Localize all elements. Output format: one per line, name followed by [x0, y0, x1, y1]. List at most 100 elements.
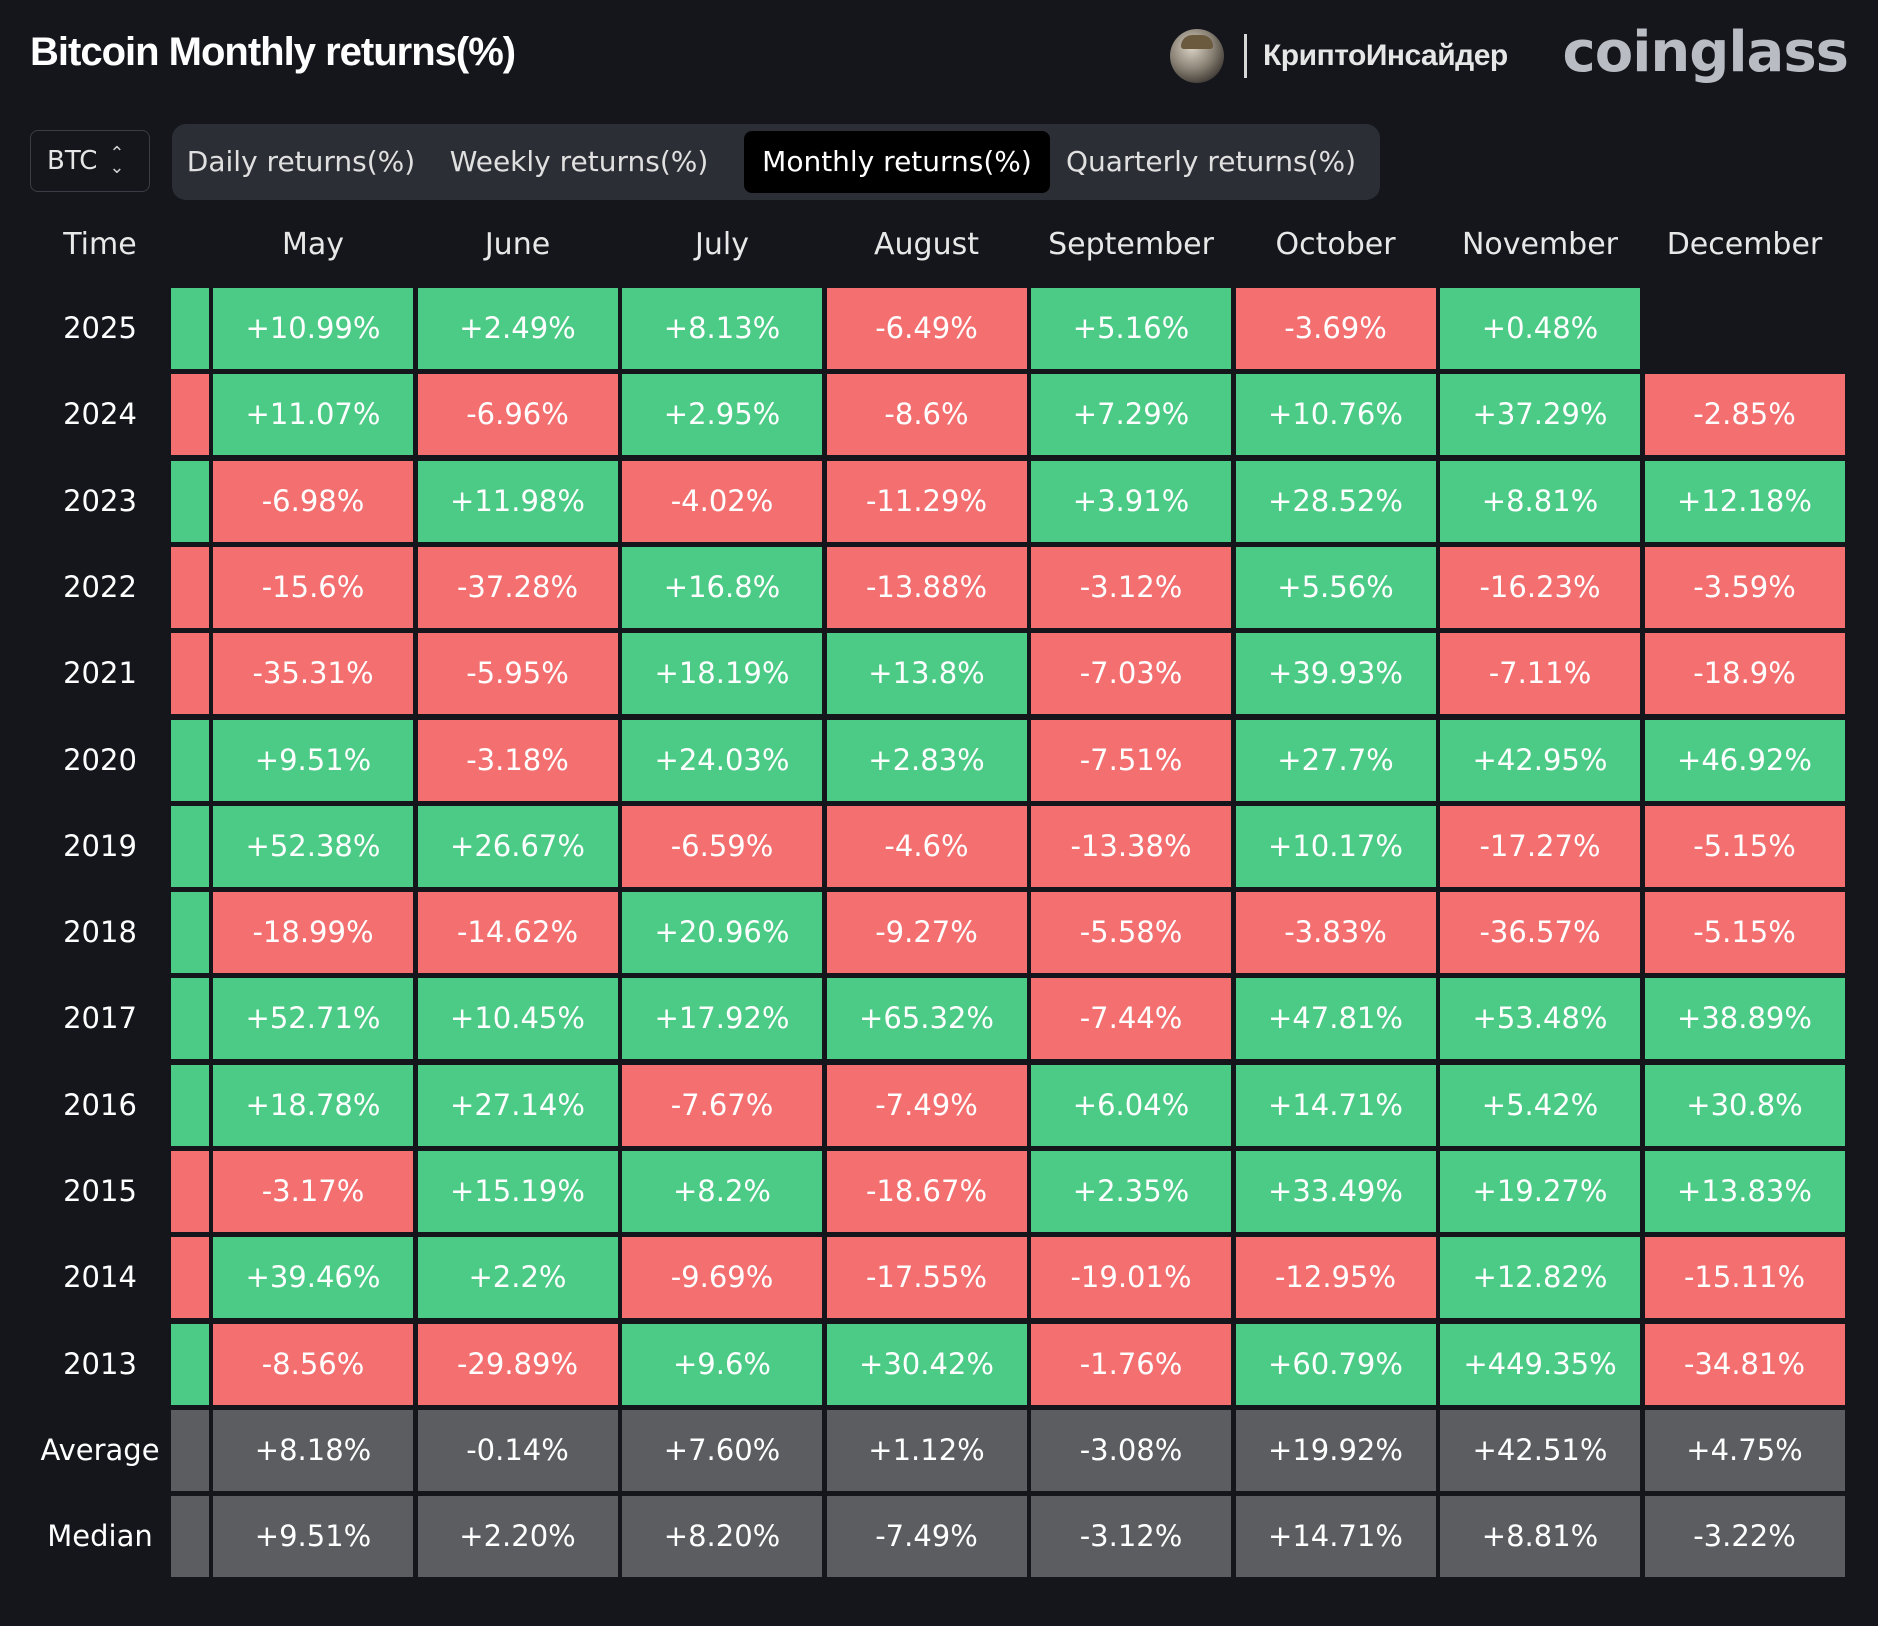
return-cell: +27.14% [417, 1064, 618, 1146]
return-cell: +30.8% [1644, 1064, 1845, 1146]
tab-quarterly[interactable]: Quarterly returns(%) [1065, 145, 1357, 178]
return-cell: +5.56% [1235, 546, 1436, 628]
row-lead-indicator [171, 546, 209, 628]
year-label: 2023 [63, 483, 137, 518]
return-cell: +13.83% [1644, 1151, 1845, 1232]
stat-cell: +4.75% [1644, 1409, 1845, 1491]
return-cell: -29.89% [417, 1323, 618, 1405]
year-label: 2020 [63, 742, 137, 777]
tab-monthly[interactable]: Monthly returns(%) [744, 131, 1050, 193]
return-cell: +2.2% [417, 1237, 618, 1319]
return-cell: +2.83% [826, 719, 1027, 801]
return-cell: +5.16% [1031, 288, 1231, 369]
stat-cell: -7.49% [826, 1496, 1027, 1578]
return-cell: -6.59% [622, 805, 822, 887]
return-cell: +53.48% [1440, 978, 1640, 1060]
partner-name: КриптоИнсайдер [1263, 39, 1508, 72]
return-cell: -36.57% [1440, 892, 1640, 974]
partner-avatar-icon [1170, 29, 1224, 83]
stat-cell: -0.14% [417, 1409, 618, 1491]
return-cell: -14.62% [417, 892, 618, 974]
return-cell: +10.17% [1235, 805, 1436, 887]
year-label: 2015 [63, 1174, 137, 1208]
stat-cell: -3.22% [1644, 1496, 1845, 1578]
return-cell: -34.81% [1644, 1323, 1845, 1405]
return-cell: +6.04% [1031, 1064, 1231, 1146]
return-cell: -3.18% [417, 719, 618, 801]
return-cell: -8.6% [826, 374, 1027, 456]
return-cell: +19.27% [1440, 1151, 1640, 1232]
return-cell: +17.92% [622, 978, 822, 1060]
stat-cell: +8.18% [213, 1409, 413, 1491]
return-cell: -7.03% [1031, 633, 1231, 715]
partner-brand: КриптоИнсайдер [1170, 28, 1508, 84]
return-cell: -13.88% [826, 546, 1027, 628]
chevron-updown-icon: ⌃ ⌄ [109, 143, 125, 178]
stat-cell: +14.71% [1235, 1496, 1436, 1578]
return-cell: +47.81% [1235, 978, 1436, 1060]
return-cell: -17.55% [826, 1237, 1027, 1319]
return-cell: +9.51% [213, 719, 413, 801]
return-cell: -5.58% [1031, 892, 1231, 974]
return-cell: +9.6% [622, 1323, 822, 1405]
return-cell: -7.67% [622, 1064, 822, 1146]
return-cell: -4.02% [622, 460, 822, 542]
return-cell: +65.32% [826, 978, 1027, 1060]
coin-select[interactable]: BTC ⌃ ⌄ [30, 130, 150, 192]
return-cell: +26.67% [417, 805, 618, 887]
tab-weekly[interactable]: Weekly returns(%) [449, 145, 709, 178]
month-column-header: August [874, 227, 979, 262]
return-cell: +8.13% [622, 288, 822, 369]
return-cell: +8.2% [622, 1151, 822, 1232]
return-cell: -1.76% [1031, 1323, 1231, 1405]
return-cell: -16.23% [1440, 546, 1640, 628]
return-cell: +2.35% [1031, 1151, 1231, 1232]
return-cell: +60.79% [1235, 1323, 1436, 1405]
return-cell: -3.69% [1235, 288, 1436, 369]
return-cell: +5.42% [1440, 1064, 1640, 1146]
returns-tabs: Daily returns(%) Weekly returns(%) Month… [172, 124, 1380, 200]
tab-daily[interactable]: Daily returns(%) [186, 145, 416, 178]
return-cell: +11.98% [417, 460, 618, 542]
month-column-header: November [1461, 227, 1619, 262]
return-cell: +10.99% [213, 288, 413, 369]
return-cell: +449.35% [1440, 1323, 1640, 1405]
return-cell: -7.44% [1031, 978, 1231, 1060]
return-cell: +12.18% [1644, 460, 1845, 542]
row-lead-indicator [171, 1151, 209, 1232]
return-cell: +3.91% [1031, 460, 1231, 542]
return-cell: -6.98% [213, 460, 413, 542]
stat-label: Average [40, 1432, 160, 1467]
year-label: 2024 [63, 397, 137, 432]
return-cell: -15.11% [1644, 1237, 1845, 1319]
return-cell: -2.85% [1644, 374, 1845, 456]
return-cell: -17.27% [1440, 805, 1640, 887]
return-cell: -18.99% [213, 892, 413, 974]
stat-label: Median [47, 1519, 153, 1554]
return-cell: +18.78% [213, 1064, 413, 1146]
return-cell: -6.96% [417, 374, 618, 456]
row-lead-indicator [171, 288, 209, 369]
year-label: 2021 [63, 656, 137, 691]
return-cell: +18.19% [622, 633, 822, 715]
return-cell: +52.71% [213, 978, 413, 1060]
stat-cell: +1.12% [826, 1409, 1027, 1491]
return-cell: -3.17% [213, 1151, 413, 1232]
return-cell: +10.76% [1235, 374, 1436, 456]
return-cell: -37.28% [417, 546, 618, 628]
month-column-header: May [281, 227, 345, 262]
return-cell: -19.01% [1031, 1237, 1231, 1319]
year-label: 2022 [63, 569, 137, 604]
return-cell: +28.52% [1235, 460, 1436, 542]
stat-cell: +8.81% [1440, 1496, 1640, 1578]
coin-select-value: BTC [47, 146, 98, 176]
month-column-header: December [1666, 227, 1823, 262]
year-label: 2018 [63, 915, 137, 950]
return-cell: +13.8% [826, 633, 1027, 715]
month-column-header: September [1048, 227, 1214, 262]
month-column-header: July [695, 227, 749, 262]
month-column-header: June [484, 227, 551, 262]
row-lead-indicator [171, 805, 209, 887]
row-lead-indicator [171, 460, 209, 542]
return-cell: +7.29% [1031, 374, 1231, 456]
